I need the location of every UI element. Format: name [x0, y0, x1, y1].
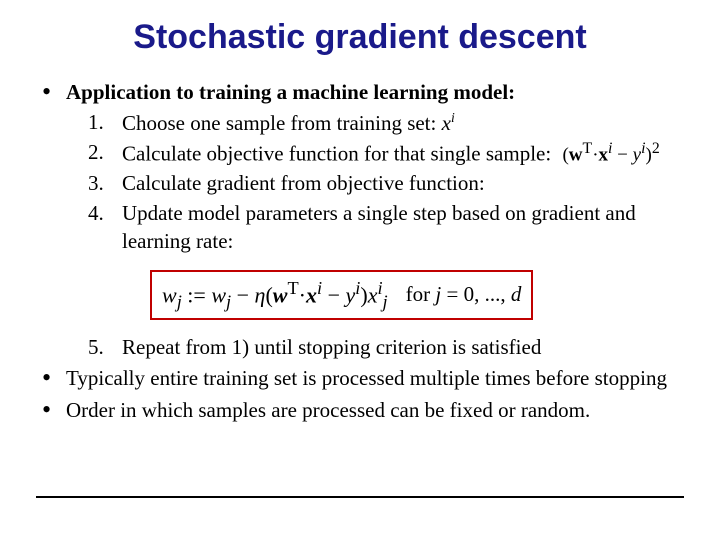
var-x: x: [442, 111, 451, 135]
step-number: 3.: [88, 170, 122, 198]
step-number: 2.: [88, 139, 122, 168]
step-1: 1. Choose one sample from training set: …: [88, 109, 684, 138]
objective-formula: (wT·xi − yi)2: [562, 139, 659, 167]
f-y: y: [633, 145, 641, 166]
step2-text: Calculate objective function for that si…: [122, 142, 551, 166]
numbered-steps: 1. Choose one sample from training set: …: [88, 109, 684, 256]
update-formula-range: for j = 0, ..., d: [406, 281, 522, 309]
sup-i: i: [451, 110, 455, 125]
fminus: −: [231, 282, 254, 307]
fj3: j: [383, 291, 388, 311]
step-text: Calculate gradient from objective functi…: [122, 170, 684, 198]
ffor: for: [406, 282, 436, 306]
f-w: w: [569, 145, 583, 166]
fy: y: [346, 282, 356, 307]
update-formula-row: wj := wj − η(wT·xi − yi)xij for j = 0, .…: [150, 270, 684, 320]
step-text: Update model parameters a single step ba…: [122, 200, 684, 255]
fT: T: [287, 278, 298, 298]
step-2: 2. Calculate objective function for that…: [88, 139, 684, 168]
flp: (: [265, 282, 272, 307]
update-formula-box: wj := wj − η(wT·xi − yi)xij for j = 0, .…: [150, 270, 533, 320]
step-number: 4.: [88, 200, 122, 255]
f-sq: 2: [652, 140, 660, 157]
fx: x: [306, 282, 317, 307]
fx2: x: [368, 282, 378, 307]
bullet-order: Order in which samples are processed can…: [36, 397, 684, 425]
bullet-list: Application to training a machine learni…: [36, 79, 684, 425]
bullet-text: Order in which samples are processed can…: [66, 398, 590, 422]
step-5: 5. Repeat from 1) until stopping criteri…: [88, 334, 684, 362]
ftd: d: [511, 282, 522, 306]
fdot: ·: [299, 282, 306, 307]
step-text: Calculate objective function for that si…: [122, 139, 684, 168]
footer-rule: [36, 496, 684, 498]
bullet-application: Application to training a machine learni…: [36, 79, 684, 361]
bullet-text: Typically entire training set is process…: [66, 366, 667, 390]
f-T: T: [583, 140, 593, 157]
step-3: 3. Calculate gradient from objective fun…: [88, 170, 684, 198]
bullet-typically: Typically entire training set is process…: [36, 365, 684, 393]
step-number: 5.: [88, 334, 122, 362]
fteq: = 0, ...,: [441, 282, 511, 306]
step1-text: Choose one sample from training set:: [122, 111, 442, 135]
update-formula: wj := wj − η(wT·xi − yi)xij: [162, 276, 388, 314]
bullet-lead-text: Application to training a machine learni…: [66, 80, 515, 104]
step-text: Choose one sample from training set: xi: [122, 109, 684, 138]
feta: η: [255, 282, 266, 307]
fw: w: [162, 282, 177, 307]
f-minus: −: [612, 145, 632, 166]
fassign: :=: [182, 282, 212, 307]
fminus2: −: [322, 282, 345, 307]
slide: Stochastic gradient descent Application …: [0, 0, 720, 425]
step-number: 1.: [88, 109, 122, 138]
f-x: x: [599, 145, 609, 166]
step-4: 4. Update model parameters a single step…: [88, 200, 684, 255]
step-text: Repeat from 1) until stopping criterion …: [122, 334, 684, 362]
frp: ): [360, 282, 367, 307]
numbered-steps-cont: 5. Repeat from 1) until stopping criteri…: [88, 334, 684, 362]
fw2: w: [211, 282, 226, 307]
fwT: w: [273, 282, 288, 307]
slide-title: Stochastic gradient descent: [36, 18, 684, 57]
